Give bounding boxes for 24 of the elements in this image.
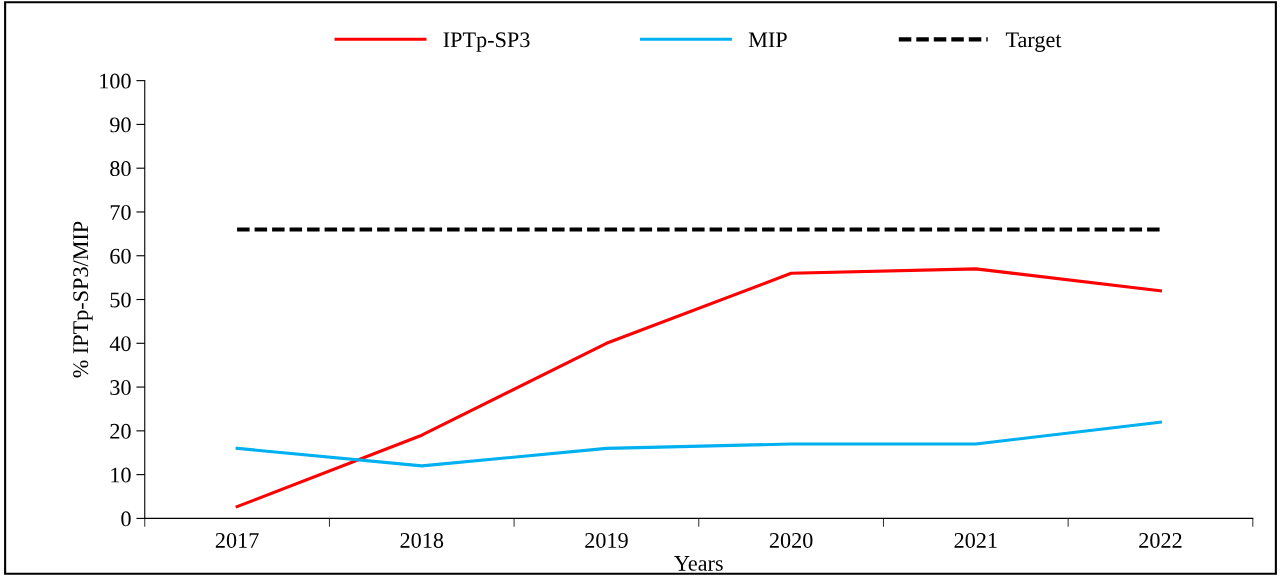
y-tick-label: 70: [110, 204, 131, 220]
y-tick-label: 10: [111, 467, 131, 483]
line-series: [235, 420, 1163, 468]
y-tick-label: 50: [110, 292, 131, 308]
legend-label: MIP: [748, 32, 787, 48]
x-tick-label: 2018: [400, 532, 444, 548]
x-tick-label: 2021: [954, 532, 997, 548]
y-tick-label: 0: [121, 511, 131, 527]
x-tick-label: 2022: [1139, 532, 1182, 548]
legend-label: Target: [1005, 32, 1062, 52]
legend-label: IPTp-SP3: [443, 32, 530, 52]
y-tick-label: 30: [110, 380, 131, 395]
line-series: [235, 267, 1163, 509]
y-axis-title: % IPTp-SP3/MIP: [73, 221, 93, 378]
y-tick-label: 100: [100, 73, 131, 89]
x-tick-label: 2019: [585, 532, 628, 548]
y-tick-label: 80: [110, 161, 131, 177]
y-tick-label: 90: [110, 117, 131, 133]
y-tick-label: 20: [110, 423, 131, 439]
x-tick-label: 2020: [769, 532, 813, 548]
x-tick-label: 2017: [215, 532, 259, 548]
y-tick-label: 60: [110, 248, 131, 264]
x-axis-title: Years: [674, 556, 723, 571]
y-tick-label: 40: [109, 336, 131, 352]
